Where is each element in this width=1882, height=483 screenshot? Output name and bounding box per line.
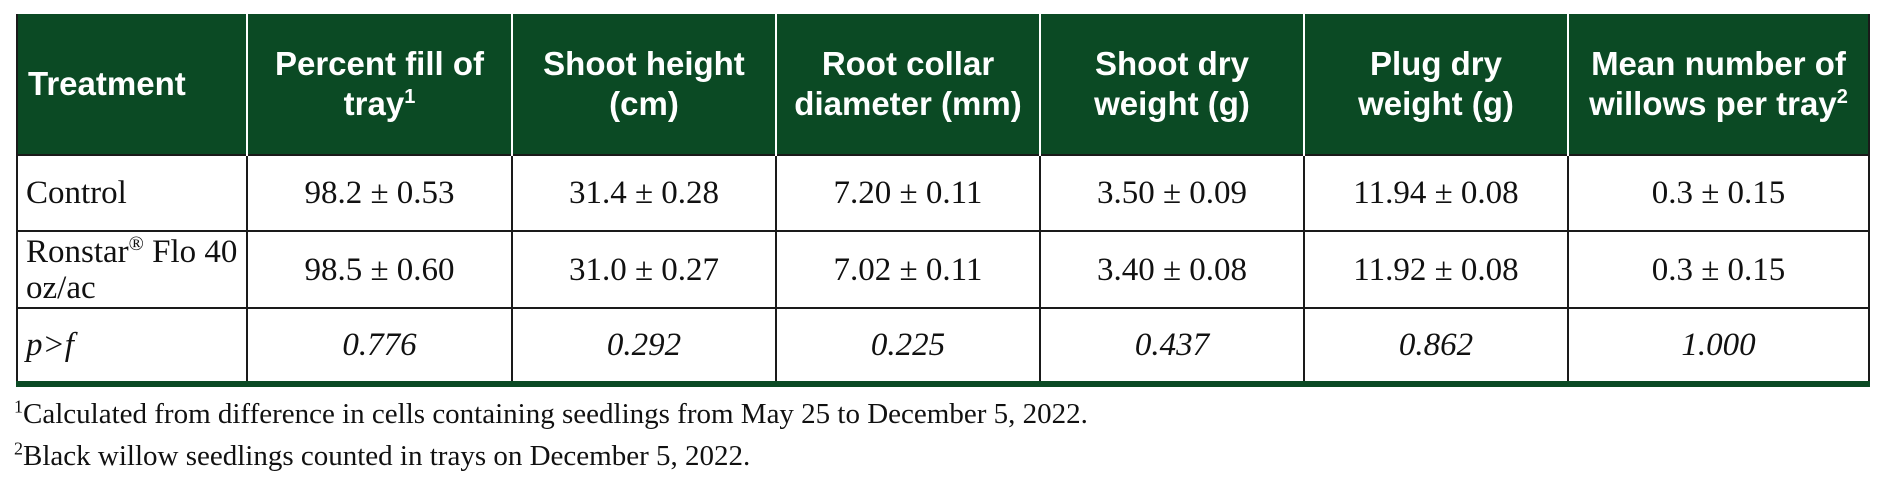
header-cell: Mean number of willows per tray2 <box>1567 14 1870 155</box>
row-label-cell: Ronstar® Flo 40 oz/ac <box>16 230 248 309</box>
header-cell: Treatment <box>16 14 248 155</box>
row-label-cell: p>f <box>16 307 248 385</box>
footnote: 1Calculated from difference in cells con… <box>14 396 1088 431</box>
results-table: Treatment Percent fill of tray1 Shoot heig… <box>16 14 1870 387</box>
value-cell: 0.3 ± 0.15 <box>1567 154 1870 232</box>
header-text: Root collar diameter (mm) <box>794 45 1022 122</box>
header-cell: Shoot height (cm) <box>511 14 777 155</box>
row-label-cell: Control <box>16 154 248 232</box>
row-label: p>f <box>26 327 74 363</box>
value-cell: 0.3 ± 0.15 <box>1567 230 1870 309</box>
value-cell: 3.50 ± 0.09 <box>1039 154 1305 232</box>
value-cell: 31.0 ± 0.27 <box>511 230 777 309</box>
value-cell: 31.4 ± 0.28 <box>511 154 777 232</box>
table-row: Control 98.2 ± 0.53 31.4 ± 0.28 7.20 ± 0.11… <box>16 154 1870 232</box>
header-text: Shoot height (cm) <box>543 45 745 122</box>
row-label-rest: Flo 40 oz/ac <box>26 233 238 306</box>
value-cell: 3.40 ± 0.08 <box>1039 230 1305 309</box>
value-cell: 0.776 <box>246 307 513 385</box>
table-body: Control 98.2 ± 0.53 31.4 ± 0.28 7.20 ± 0.11… <box>16 154 1870 385</box>
header-sup: 1 <box>404 86 416 108</box>
row-label: Ronstar <box>26 233 129 270</box>
header-text: Percent fill of tray <box>274 45 485 122</box>
header-sup: 2 <box>1836 86 1848 108</box>
value-cell: 0.862 <box>1303 307 1569 385</box>
value-cell: 11.92 ± 0.08 <box>1303 230 1569 309</box>
header-cell: Root collar diameter (mm) <box>775 14 1041 155</box>
value-cell: 0.225 <box>775 307 1041 385</box>
header-row: Treatment Percent fill of tray1 Shoot heig… <box>16 14 1870 155</box>
value-cell: 98.2 ± 0.53 <box>246 154 513 232</box>
header-text: Shoot dry weight (g) <box>1094 45 1250 122</box>
value-cell: 0.292 <box>511 307 777 385</box>
footnote-text: Calculated from difference in cells cont… <box>23 398 1088 430</box>
table-row: Ronstar® Flo 40 oz/ac 98.5 ± 0.60 31.0 ± 0… <box>16 230 1870 309</box>
header-text: Treatment <box>28 65 186 102</box>
footnote-mark: 2 <box>14 438 23 459</box>
footnote: 2Black willow seedlings counted in trays… <box>14 438 751 473</box>
value-cell: 1.000 <box>1567 307 1870 385</box>
table-row: p>f 0.776 0.292 0.225 0.437 0.862 1.000 <box>16 307 1870 385</box>
row-label: Control <box>26 175 127 211</box>
value-cell: 7.02 ± 0.11 <box>775 230 1041 309</box>
footnote-mark: 1 <box>14 396 23 417</box>
value-cell: 11.94 ± 0.08 <box>1303 154 1569 232</box>
header-text: Mean number of willows per tray <box>1589 45 1846 122</box>
header-cell: Plug dry weight (g) <box>1303 14 1569 155</box>
header-cell: Shoot dry weight (g) <box>1039 14 1305 155</box>
header-cell: Percent fill of tray1 <box>246 14 513 155</box>
row-label-sup: ® <box>128 232 144 255</box>
header-text: Plug dry weight (g) <box>1358 45 1514 122</box>
value-cell: 7.20 ± 0.11 <box>775 154 1041 232</box>
value-cell: 0.437 <box>1039 307 1305 385</box>
value-cell: 98.5 ± 0.60 <box>246 230 513 309</box>
footnote-text: Black willow seedlings counted in trays … <box>23 440 751 472</box>
